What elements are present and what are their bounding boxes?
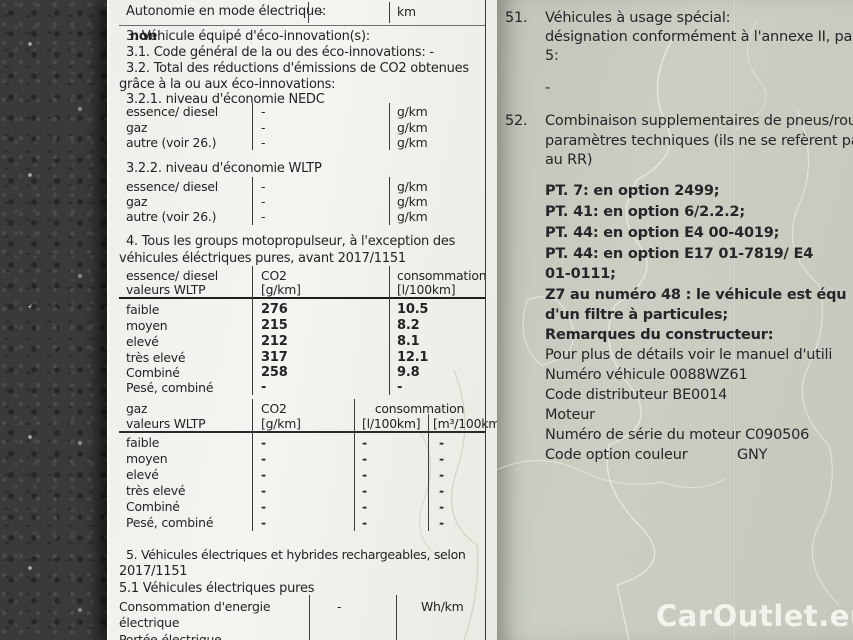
- row-unit: g/km: [397, 209, 428, 224]
- co2-value: 215: [261, 318, 288, 333]
- row-label: essence/ diesel: [126, 179, 219, 194]
- row-unit: g/km: [397, 194, 428, 209]
- column-rule: [389, 2, 391, 23]
- column-rule: [252, 103, 254, 150]
- column-rule: [308, 2, 310, 23]
- col-header: [l/100km]: [397, 282, 456, 297]
- column-rule: [354, 399, 356, 531]
- row-label: Pesé, combiné: [126, 515, 214, 530]
- row-label: Pesé, combiné: [126, 380, 214, 395]
- header-divider: [119, 297, 485, 299]
- document-page-left: Autonomie en mode électrique: - km 3. Vé…: [107, 0, 499, 640]
- row-label: très elevé: [126, 350, 186, 365]
- col-header: valeurs WLTP: [126, 416, 206, 431]
- column-rule: [389, 103, 391, 150]
- autonomy-value: -: [319, 4, 324, 19]
- row-label: elevé: [126, 334, 159, 349]
- col-header: valeurs WLTP: [126, 282, 206, 297]
- row-unit: g/km: [397, 135, 428, 150]
- consumption-value: 8.2: [397, 318, 420, 333]
- row-unit: g/km: [397, 120, 428, 135]
- table-divider: [119, 25, 485, 26]
- row-label: autre (voir 26.): [126, 135, 217, 150]
- consumption-value: 9.8: [397, 365, 420, 380]
- document-page-right: 51. Véhicules à usage spécial: désignati…: [497, 0, 853, 640]
- row-value: -: [261, 135, 266, 150]
- autonomy-unit: km: [397, 4, 416, 19]
- consumption-value: -: [397, 380, 403, 395]
- item-number: 51.: [505, 10, 528, 26]
- table-outer-border: [485, 0, 487, 640]
- co2-value: 317: [261, 350, 288, 365]
- header-divider: [119, 431, 485, 433]
- color-code-value: GNY: [737, 447, 768, 463]
- row-label: gaz: [126, 194, 148, 209]
- col-header: [m³/100km]: [433, 416, 499, 431]
- consumption-value: 8.1: [397, 334, 420, 349]
- column-rule: [252, 177, 254, 225]
- consumption-value: 12.1: [397, 350, 429, 365]
- column-rule: [396, 595, 398, 640]
- row-label: moyen: [126, 451, 168, 466]
- row-unit: g/km: [397, 104, 428, 119]
- paper-fold-crease: [734, 0, 736, 640]
- col-header: gaz: [126, 401, 148, 416]
- col-header: consommation: [374, 401, 465, 416]
- row-label: moyen: [126, 318, 168, 333]
- column-rule: [389, 266, 391, 395]
- column-rule: [252, 266, 254, 395]
- row-label: gaz: [126, 120, 148, 135]
- section3-line1-text: 3. Véhicule équipé d'éco-innovation(s):: [126, 29, 370, 44]
- item-text: Combinaison supplementaires de pneus/rou: [545, 113, 853, 129]
- column-rule: [309, 595, 311, 640]
- color-code-label: Code option couleur: [545, 447, 688, 463]
- row-value: -: [261, 120, 266, 135]
- item-text: Véhicules à usage spécial:: [545, 10, 731, 26]
- section3-line1-value: non: [129, 29, 157, 44]
- row-value: -: [261, 194, 266, 209]
- consumption-value: 10.5: [397, 302, 429, 317]
- column-rule: [389, 177, 391, 225]
- item-number: 52.: [505, 113, 528, 129]
- col-header: essence/ diesel: [126, 268, 219, 283]
- col-header: CO2: [261, 401, 287, 416]
- col-header: [l/100km]: [362, 416, 421, 431]
- row-value: -: [337, 599, 342, 614]
- row-label: faible: [126, 302, 160, 317]
- col-header: consommation: [397, 268, 487, 283]
- col-header: [g/km]: [261, 282, 301, 297]
- co2-value: -: [261, 380, 267, 395]
- row-value: -: [261, 104, 266, 119]
- row-value: -: [261, 209, 266, 224]
- row-unit: g/km: [397, 179, 428, 194]
- row-label: essence/ diesel: [126, 104, 219, 119]
- row-value: -: [261, 179, 266, 194]
- row-label: autre (voir 26.): [126, 209, 217, 224]
- row-label: elevé: [126, 467, 159, 482]
- row-label: Combiné: [126, 365, 180, 380]
- row-label: Combiné: [126, 499, 180, 514]
- row-label: faible: [126, 435, 160, 450]
- column-rule: [428, 414, 430, 531]
- col-header: CO2: [261, 268, 287, 283]
- co2-value: 276: [261, 302, 288, 317]
- autonomy-label: Autonomie en mode électrique:: [126, 4, 327, 19]
- co2-value: 258: [261, 365, 288, 380]
- row-label: très elevé: [126, 483, 186, 498]
- col-header: [g/km]: [261, 416, 301, 431]
- co2-value: 212: [261, 334, 288, 349]
- caroutlet-watermark: CarOutlet.eu: [656, 599, 853, 633]
- row-label: Consommation d'energie: [119, 599, 271, 614]
- column-rule: [252, 399, 254, 531]
- row-unit: Wh/km: [421, 599, 464, 614]
